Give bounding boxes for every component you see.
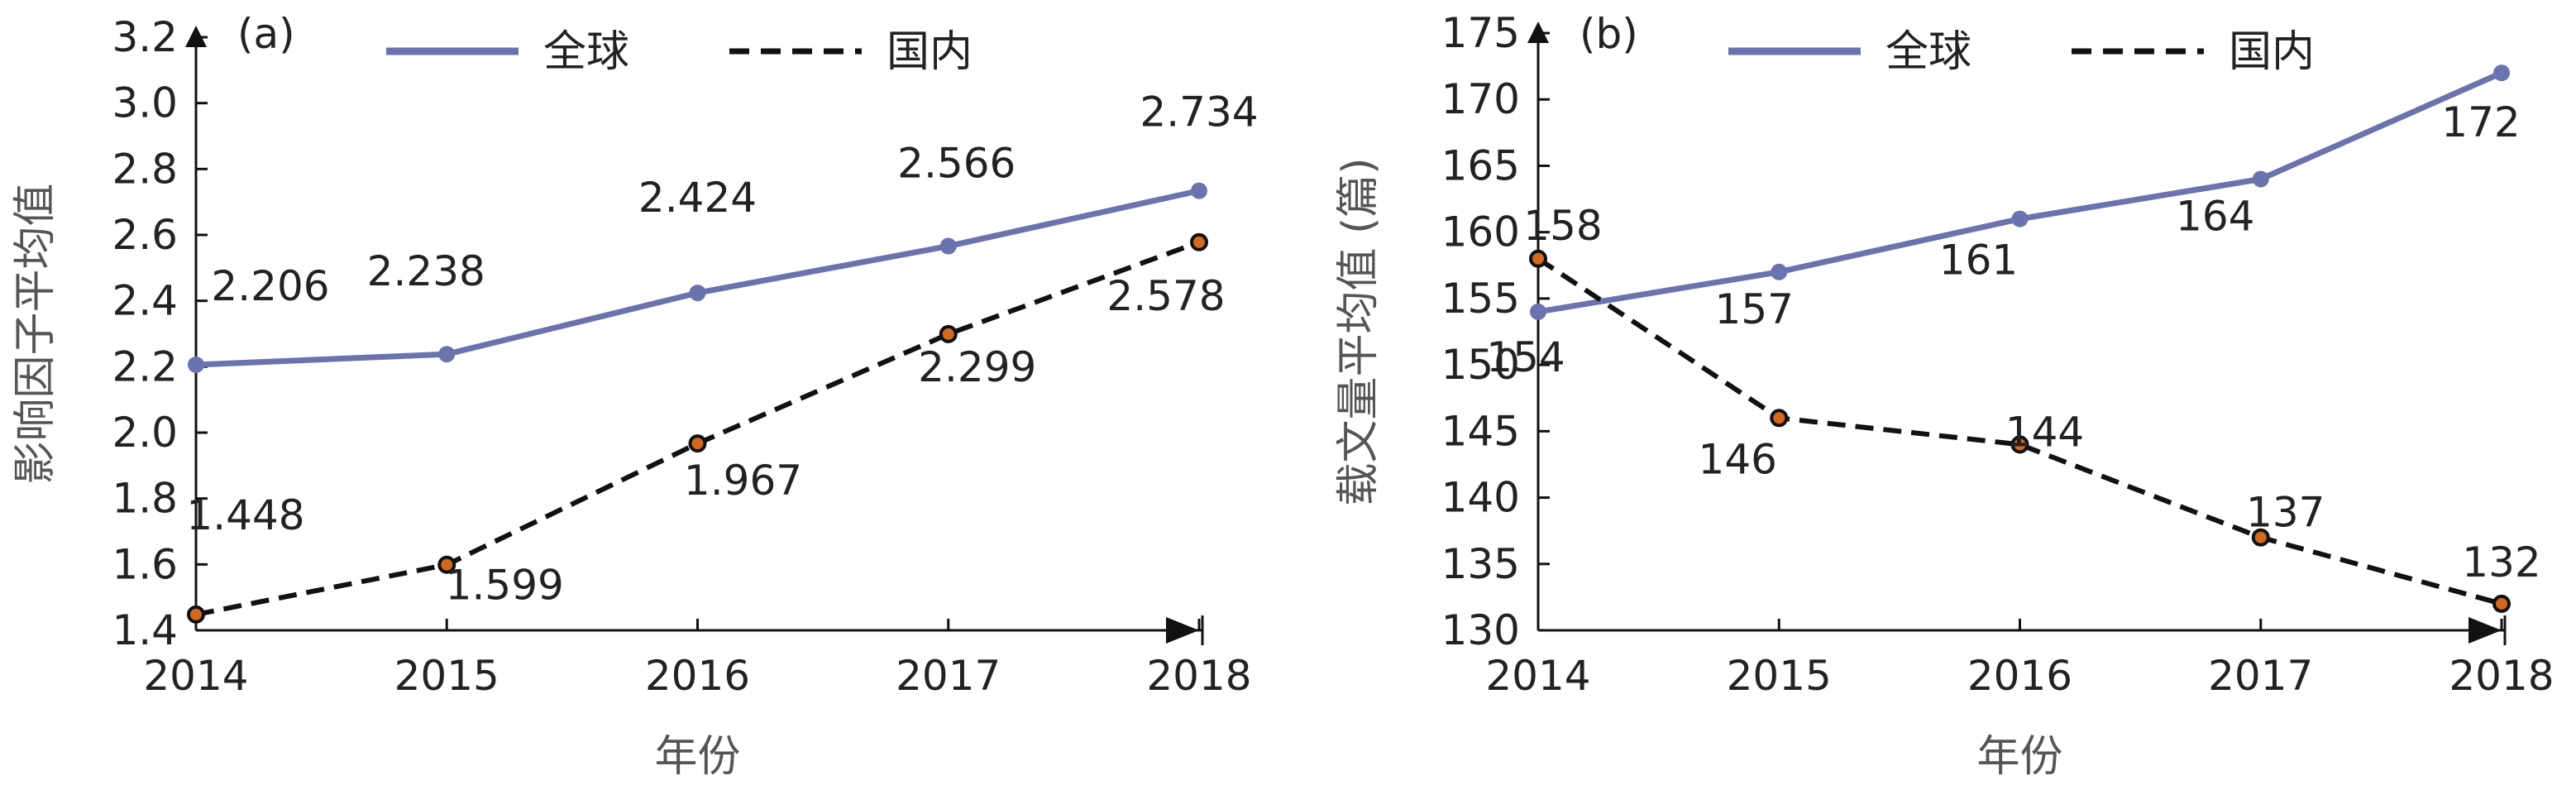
y-tick-label: 130 [1441, 606, 1520, 654]
series-line-domestic [1537, 256, 2502, 606]
data-point-global [1771, 263, 1788, 280]
series-line-global [1537, 69, 2503, 315]
data-point-domestic [2010, 435, 2029, 454]
data-label-global: 2.206 [211, 262, 329, 310]
data-point-domestic [2492, 594, 2511, 613]
data-label-domestic: 2.578 [1106, 272, 1225, 320]
data-point-global [188, 356, 204, 373]
data-point-global [1191, 182, 1207, 199]
y-tick-label: 2.2 [112, 342, 178, 390]
data-point-global [2011, 210, 2029, 227]
data-point-domestic [437, 555, 456, 574]
data-label-domestic: 2.299 [918, 343, 1036, 391]
x-axis-title: 年份 [1976, 732, 2062, 782]
y-axis-title: 影响因子平均值 [11, 183, 60, 484]
data-point-global [689, 285, 706, 302]
x-tick-label: 2014 [1485, 652, 1590, 700]
data-point-global [1530, 303, 1546, 320]
data-point-domestic [688, 434, 707, 453]
data-point-global [438, 346, 456, 363]
y-tick-label: 3.2 [112, 13, 178, 61]
y-tick-label: 175 [1441, 9, 1520, 57]
y-tick-label: 3.0 [112, 79, 178, 127]
data-label-domestic: 1.967 [684, 457, 802, 505]
data-point-global [939, 237, 957, 255]
y-tick-label: 140 [1441, 474, 1520, 522]
y-tick-label: 1.8 [112, 475, 178, 523]
data-label-domestic: 132 [2462, 538, 2540, 586]
data-label-global: 161 [1939, 237, 2018, 285]
chart-panel-b: 130 135 140 145 150 155 160 165 170 175 2014 2015 20… [1334, 9, 2554, 782]
panel-label: (a) [237, 10, 295, 58]
data-label-domestic: 144 [2005, 408, 2084, 456]
data-label-global: 2.424 [638, 174, 757, 222]
y-tick-label: 1.6 [112, 540, 178, 588]
y-tick-label: 165 [1441, 141, 1520, 189]
x-tick-label: 2018 [2449, 652, 2554, 700]
data-label-domestic: 146 [1699, 435, 1777, 483]
legend: 全球 国内 [386, 27, 973, 77]
panel-label: (b) [1580, 10, 1638, 58]
y-tick-label: 2.6 [112, 211, 178, 259]
x-tick-label: 2015 [394, 652, 499, 700]
data-point-domestic [187, 605, 205, 624]
data-label-domestic: 1.448 [186, 491, 304, 539]
x-axis-title: 年份 [654, 732, 740, 782]
data-label-global: 2.566 [897, 140, 1016, 188]
x-tick-label: 2014 [143, 652, 248, 700]
y-tick-label: 155 [1441, 275, 1520, 323]
data-label-global: 157 [1715, 285, 1794, 333]
data-label-global: 2.238 [367, 247, 485, 295]
data-label-global: 172 [2441, 98, 2520, 146]
legend-label-global: 全球 [543, 27, 629, 77]
x-axis-arrow-icon [2468, 617, 2502, 644]
y-tick-label: 170 [1441, 75, 1520, 123]
data-point-global [2252, 170, 2269, 188]
x-tick-label: 2018 [1146, 652, 1251, 700]
x-tick-label: 2017 [896, 652, 1001, 700]
data-point-domestic [939, 324, 958, 343]
x-tick-label: 2015 [1727, 652, 1832, 700]
data-label-domestic: 158 [1523, 202, 1602, 250]
y-tick-label: 160 [1441, 208, 1520, 256]
y-tick-label: 150 [1441, 341, 1520, 389]
data-label-global: 164 [2176, 192, 2254, 240]
y-tick-label: 2.4 [112, 277, 178, 325]
data-point-domestic [1190, 232, 1208, 251]
data-label-domestic: 137 [2246, 489, 2325, 537]
legend-label-domestic: 国内 [887, 27, 973, 77]
legend-label-domestic: 国内 [2229, 27, 2315, 77]
chart-panel-a: 1.4 1.6 1.8 2.0 2.2 2.4 2.6 2.8 3.0 3.2 2014 2015 20… [11, 10, 1259, 782]
y-tick-label: 2.0 [112, 409, 178, 457]
y-axis-title: 载文量平均值 (篇) [1334, 157, 1384, 505]
y-tick-label: 135 [1441, 540, 1520, 588]
data-point-domestic [2251, 528, 2270, 547]
series-line-domestic [195, 239, 1201, 617]
x-tick-label: 2016 [1967, 652, 2072, 700]
data-label-global: 154 [1486, 333, 1565, 381]
legend: 全球 国内 [1728, 27, 2315, 77]
data-point-domestic [1529, 249, 1547, 268]
y-tick-label: 1.4 [112, 606, 178, 654]
y-tick-label: 2.8 [112, 145, 178, 193]
legend-label-global: 全球 [1885, 27, 1971, 77]
x-tick-label: 2016 [645, 652, 750, 700]
data-label-global: 2.734 [1140, 89, 1258, 136]
x-tick-label: 2017 [2208, 652, 2313, 700]
data-label-domestic: 1.599 [446, 562, 564, 610]
x-axis-arrow-icon [1166, 617, 1199, 644]
data-point-domestic [1770, 409, 1789, 428]
y-tick-label: 145 [1441, 407, 1520, 455]
data-point-global [2493, 65, 2510, 82]
